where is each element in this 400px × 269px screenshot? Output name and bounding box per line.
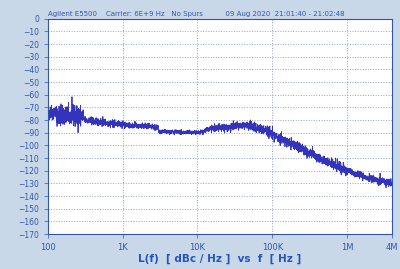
- X-axis label: L(f)  [ dBc / Hz ]  vs  f  [ Hz ]: L(f) [ dBc / Hz ] vs f [ Hz ]: [138, 253, 302, 264]
- Text: Agilent E5500    Carrier: 6E+9 Hz   No Spurs          09 Aug 2020  21:01:40 - 21: Agilent E5500 Carrier: 6E+9 Hz No Spurs …: [48, 11, 345, 17]
